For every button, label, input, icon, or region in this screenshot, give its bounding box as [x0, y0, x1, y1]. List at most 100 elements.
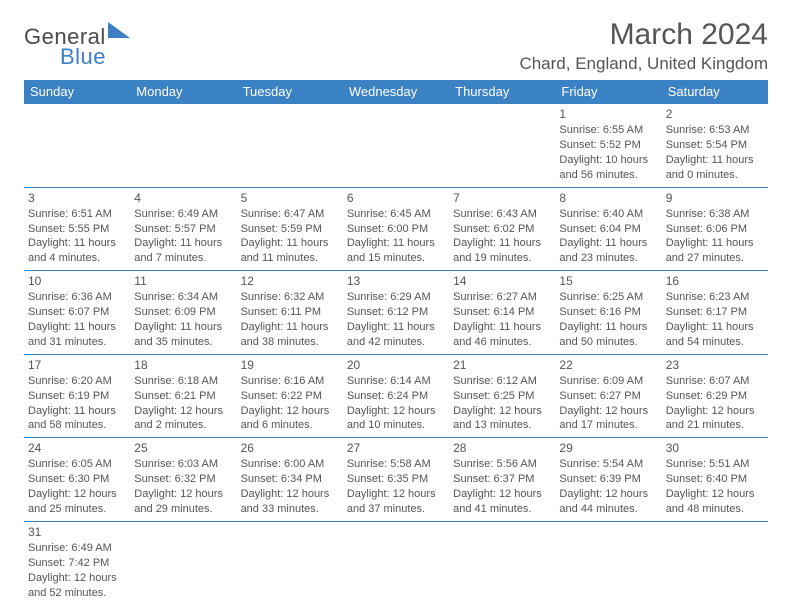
sunrise-text: Sunrise: 5:54 AM	[559, 457, 657, 472]
sunset-text: Sunset: 6:22 PM	[241, 389, 339, 404]
calendar-day-cell: 9Sunrise: 6:38 AMSunset: 6:06 PMDaylight…	[662, 187, 768, 271]
day-header: Wednesday	[343, 80, 449, 104]
calendar-day-cell: 4Sunrise: 6:49 AMSunset: 5:57 PMDaylight…	[130, 187, 236, 271]
daylight-text: Daylight: 11 hours and 27 minutes.	[666, 236, 764, 266]
sunrise-text: Sunrise: 6:32 AM	[241, 290, 339, 305]
daylight-text: Daylight: 12 hours and 2 minutes.	[134, 404, 232, 434]
sunrise-text: Sunrise: 6:34 AM	[134, 290, 232, 305]
calendar-day-cell: 3Sunrise: 6:51 AMSunset: 5:55 PMDaylight…	[24, 187, 130, 271]
day-number: 31	[28, 524, 126, 540]
daylight-text: Daylight: 12 hours and 44 minutes.	[559, 487, 657, 517]
sunrise-text: Sunrise: 6:27 AM	[453, 290, 551, 305]
logo-blue-text-wrap: Blue	[60, 44, 106, 70]
sunrise-text: Sunrise: 6:36 AM	[28, 290, 126, 305]
daylight-text: Daylight: 11 hours and 38 minutes.	[241, 320, 339, 350]
calendar-empty-cell	[237, 104, 343, 187]
calendar-week-row: 24Sunrise: 6:05 AMSunset: 6:30 PMDayligh…	[24, 438, 768, 522]
daylight-text: Daylight: 11 hours and 4 minutes.	[28, 236, 126, 266]
day-number: 19	[241, 357, 339, 373]
day-header: Tuesday	[237, 80, 343, 104]
day-header: Thursday	[449, 80, 555, 104]
sunrise-text: Sunrise: 6:07 AM	[666, 374, 764, 389]
day-number: 5	[241, 190, 339, 206]
daylight-text: Daylight: 11 hours and 58 minutes.	[28, 404, 126, 434]
sunset-text: Sunset: 5:59 PM	[241, 222, 339, 237]
month-title: March 2024	[519, 18, 768, 52]
day-number: 23	[666, 357, 764, 373]
sunrise-text: Sunrise: 6:43 AM	[453, 207, 551, 222]
calendar-day-cell: 15Sunrise: 6:25 AMSunset: 6:16 PMDayligh…	[555, 271, 661, 355]
day-number: 16	[666, 273, 764, 289]
calendar-day-cell: 30Sunrise: 5:51 AMSunset: 6:40 PMDayligh…	[662, 438, 768, 522]
calendar-day-cell: 28Sunrise: 5:56 AMSunset: 6:37 PMDayligh…	[449, 438, 555, 522]
sunset-text: Sunset: 6:32 PM	[134, 472, 232, 487]
calendar-day-cell: 12Sunrise: 6:32 AMSunset: 6:11 PMDayligh…	[237, 271, 343, 355]
sunrise-text: Sunrise: 6:40 AM	[559, 207, 657, 222]
daylight-text: Daylight: 12 hours and 13 minutes.	[453, 404, 551, 434]
calendar-day-cell: 27Sunrise: 5:58 AMSunset: 6:35 PMDayligh…	[343, 438, 449, 522]
sunset-text: Sunset: 6:34 PM	[241, 472, 339, 487]
daylight-text: Daylight: 12 hours and 21 minutes.	[666, 404, 764, 434]
daylight-text: Daylight: 11 hours and 35 minutes.	[134, 320, 232, 350]
sunrise-text: Sunrise: 6:03 AM	[134, 457, 232, 472]
daylight-text: Daylight: 12 hours and 25 minutes.	[28, 487, 126, 517]
day-number: 12	[241, 273, 339, 289]
sunrise-text: Sunrise: 6:18 AM	[134, 374, 232, 389]
daylight-text: Daylight: 12 hours and 41 minutes.	[453, 487, 551, 517]
calendar-week-row: 17Sunrise: 6:20 AMSunset: 6:19 PMDayligh…	[24, 354, 768, 438]
sunrise-text: Sunrise: 5:56 AM	[453, 457, 551, 472]
sunset-text: Sunset: 6:07 PM	[28, 305, 126, 320]
day-number: 2	[666, 106, 764, 122]
daylight-text: Daylight: 12 hours and 29 minutes.	[134, 487, 232, 517]
calendar-day-cell: 13Sunrise: 6:29 AMSunset: 6:12 PMDayligh…	[343, 271, 449, 355]
calendar-day-cell: 11Sunrise: 6:34 AMSunset: 6:09 PMDayligh…	[130, 271, 236, 355]
calendar-day-cell: 5Sunrise: 6:47 AMSunset: 5:59 PMDaylight…	[237, 187, 343, 271]
sunset-text: Sunset: 5:57 PM	[134, 222, 232, 237]
day-number: 17	[28, 357, 126, 373]
sunrise-text: Sunrise: 6:53 AM	[666, 123, 764, 138]
day-number: 11	[134, 273, 232, 289]
day-header: Monday	[130, 80, 236, 104]
logo-text-blue: Blue	[60, 44, 106, 69]
sunset-text: Sunset: 6:19 PM	[28, 389, 126, 404]
sunrise-text: Sunrise: 6:05 AM	[28, 457, 126, 472]
sunset-text: Sunset: 5:52 PM	[559, 138, 657, 153]
day-header: Friday	[555, 80, 661, 104]
sunrise-text: Sunrise: 6:09 AM	[559, 374, 657, 389]
day-number: 1	[559, 106, 657, 122]
calendar-day-cell: 19Sunrise: 6:16 AMSunset: 6:22 PMDayligh…	[237, 354, 343, 438]
calendar-empty-cell	[662, 521, 768, 604]
sunset-text: Sunset: 6:27 PM	[559, 389, 657, 404]
sunset-text: Sunset: 6:40 PM	[666, 472, 764, 487]
sunset-text: Sunset: 6:21 PM	[134, 389, 232, 404]
daylight-text: Daylight: 11 hours and 50 minutes.	[559, 320, 657, 350]
day-header-row: SundayMondayTuesdayWednesdayThursdayFrid…	[24, 80, 768, 104]
sunset-text: Sunset: 6:37 PM	[453, 472, 551, 487]
daylight-text: Daylight: 12 hours and 10 minutes.	[347, 404, 445, 434]
calendar-day-cell: 10Sunrise: 6:36 AMSunset: 6:07 PMDayligh…	[24, 271, 130, 355]
sunrise-text: Sunrise: 6:20 AM	[28, 374, 126, 389]
sunrise-text: Sunrise: 5:51 AM	[666, 457, 764, 472]
sunset-text: Sunset: 6:24 PM	[347, 389, 445, 404]
daylight-text: Daylight: 11 hours and 11 minutes.	[241, 236, 339, 266]
sunset-text: Sunset: 6:39 PM	[559, 472, 657, 487]
page-header: General March 2024 Chard, England, Unite…	[24, 18, 768, 74]
sunset-text: Sunset: 6:35 PM	[347, 472, 445, 487]
calendar-day-cell: 20Sunrise: 6:14 AMSunset: 6:24 PMDayligh…	[343, 354, 449, 438]
day-number: 28	[453, 440, 551, 456]
day-number: 29	[559, 440, 657, 456]
sunrise-text: Sunrise: 6:14 AM	[347, 374, 445, 389]
calendar-body: 1Sunrise: 6:55 AMSunset: 5:52 PMDaylight…	[24, 104, 768, 604]
calendar-day-cell: 14Sunrise: 6:27 AMSunset: 6:14 PMDayligh…	[449, 271, 555, 355]
sunrise-text: Sunrise: 6:12 AM	[453, 374, 551, 389]
day-number: 6	[347, 190, 445, 206]
sunrise-text: Sunrise: 6:16 AM	[241, 374, 339, 389]
calendar-empty-cell	[449, 104, 555, 187]
calendar-empty-cell	[237, 521, 343, 604]
calendar-day-cell: 26Sunrise: 6:00 AMSunset: 6:34 PMDayligh…	[237, 438, 343, 522]
day-number: 10	[28, 273, 126, 289]
calendar-day-cell: 23Sunrise: 6:07 AMSunset: 6:29 PMDayligh…	[662, 354, 768, 438]
daylight-text: Daylight: 11 hours and 54 minutes.	[666, 320, 764, 350]
calendar-day-cell: 21Sunrise: 6:12 AMSunset: 6:25 PMDayligh…	[449, 354, 555, 438]
sunrise-text: Sunrise: 6:29 AM	[347, 290, 445, 305]
